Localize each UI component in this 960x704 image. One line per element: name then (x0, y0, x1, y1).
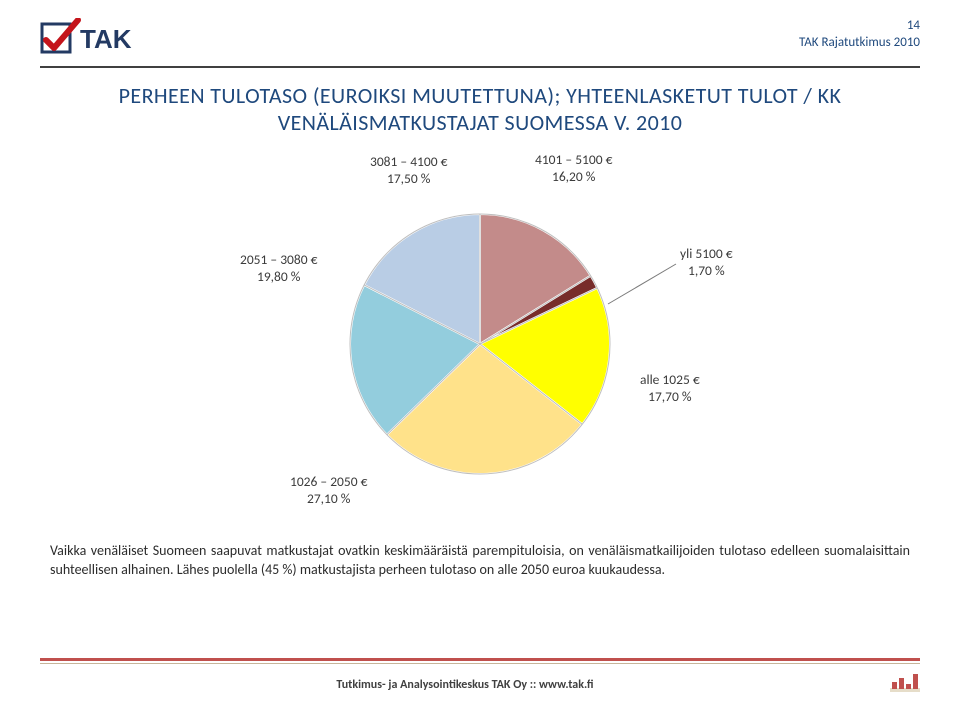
pie-label-pct: 16,20 % (535, 169, 612, 186)
pie-label-pct: 1,70 % (680, 263, 733, 280)
tak-logo-svg: TAK (40, 18, 160, 60)
pie-label-pct: 19,80 % (240, 269, 317, 286)
pie-label-range: 3081 – 4100 € (370, 154, 447, 171)
pie-label-pct: 27,10 % (290, 491, 367, 508)
footer-deco-icon (890, 668, 920, 692)
leader-line-yli5100 (608, 264, 676, 304)
title-line-2: VENÄLÄISMATKUSTAJAT SUOMESSA V. 2010 (40, 109, 920, 136)
pie-label-range: 1026 – 2050 € (290, 474, 367, 491)
pie-label-range: alle 1025 € (640, 372, 700, 389)
pie-label-range: 2051 – 3080 € (240, 252, 317, 269)
pie-label-s3081_4100: 3081 – 4100 €17,50 % (370, 154, 447, 188)
header-rule (40, 66, 920, 68)
pie-label-alle1025: alle 1025 €17,70 % (640, 372, 700, 406)
pie-chart-svg (40, 144, 920, 524)
pie-label-s2051_3080: 2051 – 3080 €19,80 % (240, 252, 317, 286)
tak-logo: TAK (40, 18, 160, 60)
page-root: TAK 14 TAK Rajatutkimus 2010 PERHEEN TUL… (0, 0, 960, 704)
pie-label-range: 4101 – 5100 € (535, 152, 612, 169)
footer-rule-1 (40, 658, 920, 661)
page-title: PERHEEN TULOTASO (EUROIKSI MUUTETTUNA); … (40, 82, 920, 136)
body-paragraph: Vaikka venäläiset Suomeen saapuvat matku… (50, 542, 910, 580)
footer-text: Tutkimus- ja Analysointikeskus TAK Oy ::… (336, 678, 593, 692)
pie-label-pct: 17,70 % (640, 389, 700, 406)
footer-rule-2 (40, 663, 920, 664)
pie-label-s1026_2050: 1026 – 2050 €27,10 % (290, 474, 367, 508)
page-footer: Tutkimus- ja Analysointikeskus TAK Oy ::… (40, 658, 920, 692)
header-right: 14 TAK Rajatutkimus 2010 (799, 18, 920, 50)
pie-label-pct: 17,50 % (370, 171, 447, 188)
pie-chart: 4101 – 5100 €16,20 % yli 5100 €1,70 % alle… (40, 144, 920, 524)
pie-label-yli5100: yli 5100 €1,70 % (680, 246, 733, 280)
logo-text: TAK (80, 24, 132, 54)
title-line-1: PERHEEN TULOTASO (EUROIKSI MUUTETTUNA); … (40, 82, 920, 109)
pie-label-range: yli 5100 € (680, 246, 733, 263)
footer-row: Tutkimus- ja Analysointikeskus TAK Oy ::… (40, 668, 920, 692)
page-header: TAK 14 TAK Rajatutkimus 2010 (40, 18, 920, 64)
page-number: 14 (799, 18, 920, 33)
pie-label-s4101_5100: 4101 – 5100 €16,20 % (535, 152, 612, 186)
header-subtitle: TAK Rajatutkimus 2010 (799, 35, 920, 50)
